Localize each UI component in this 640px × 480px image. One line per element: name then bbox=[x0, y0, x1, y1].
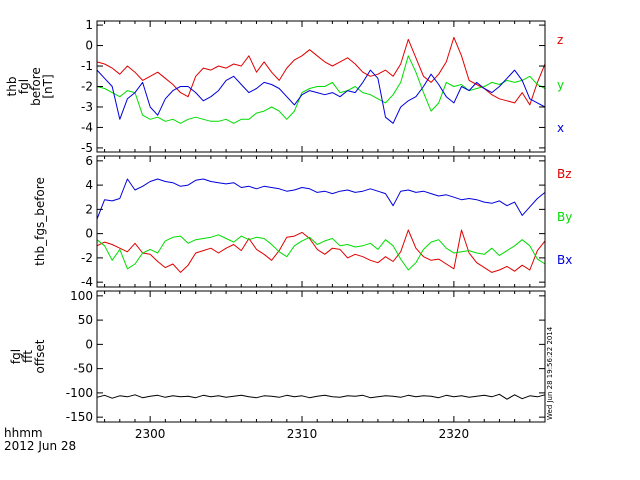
y-tick-label: 0 bbox=[85, 337, 93, 351]
x-tick-label: 2300 bbox=[135, 427, 166, 441]
series-line-bx bbox=[96, 178, 546, 220]
panel-3: 100 50 0 -50 -100 -150 2300 2310 2320 fglfftoffse… bbox=[9, 289, 546, 441]
panel-frame bbox=[96, 290, 546, 423]
series-line-by bbox=[96, 234, 546, 271]
y-axis-label: thb_fgs_before bbox=[33, 177, 47, 266]
y-tick-label: -5 bbox=[81, 141, 93, 155]
x-tick-label: 2320 bbox=[439, 427, 470, 441]
y-tick-label: -1 bbox=[81, 59, 93, 73]
series-line-offset bbox=[96, 393, 546, 400]
legend-y: y bbox=[557, 78, 564, 92]
y-axis-label: fgl bbox=[17, 79, 31, 94]
series-line-x bbox=[96, 69, 546, 124]
series-line-bz bbox=[96, 229, 546, 273]
series-line-y bbox=[96, 55, 546, 124]
legend-bz: Bz bbox=[557, 167, 572, 181]
y-tick-label: 6 bbox=[85, 154, 93, 168]
y-axis-label: fft bbox=[21, 350, 35, 363]
y-axis-label: offset bbox=[33, 339, 47, 373]
y-tick-label: -4 bbox=[81, 275, 93, 289]
y-axis-label: before bbox=[29, 67, 43, 106]
y-tick-label: 0 bbox=[85, 227, 93, 241]
y-tick-label: 2 bbox=[85, 202, 93, 216]
y-tick-label: -100 bbox=[66, 386, 93, 400]
x-tick-label: 2310 bbox=[287, 427, 318, 441]
panel-2: 6 4 2 0 -2 -4 thb_fgs_before Bz By Bx bbox=[33, 154, 572, 289]
timestamp-stamp: Wed Jun 28 19:56:22 2014 bbox=[546, 326, 554, 420]
y-tick-label: -50 bbox=[73, 362, 93, 376]
hhmm-label: hhmm bbox=[4, 426, 43, 440]
series-line-z bbox=[96, 36, 546, 106]
y-tick-label: 4 bbox=[85, 178, 93, 192]
date-label: 2012 Jun 28 bbox=[4, 439, 76, 453]
panels: 10-1-2-3-4-5thbfglbefore[nT]zyx6420-2-4t… bbox=[5, 18, 572, 441]
y-tick-label: -2 bbox=[81, 251, 93, 265]
legend-z: z bbox=[557, 33, 563, 47]
legend-bx: Bx bbox=[557, 253, 572, 267]
y-tick-label: -2 bbox=[81, 80, 93, 94]
y-tick-label: 50 bbox=[78, 313, 93, 327]
y-tick-label: -4 bbox=[81, 120, 93, 134]
y-tick-label: 100 bbox=[70, 289, 93, 303]
y-axis-label: fgl bbox=[9, 349, 23, 364]
y-axis-label: thb bbox=[5, 77, 19, 97]
y-axis-label: [nT] bbox=[41, 74, 55, 98]
legend-x: x bbox=[557, 121, 564, 135]
y-tick-label: -150 bbox=[66, 410, 93, 424]
y-tick-label: 1 bbox=[85, 18, 93, 32]
y-tick-label: -3 bbox=[81, 100, 93, 114]
legend-by: By bbox=[557, 210, 572, 224]
y-tick-label: 0 bbox=[85, 39, 93, 53]
panel-frame bbox=[96, 155, 546, 288]
